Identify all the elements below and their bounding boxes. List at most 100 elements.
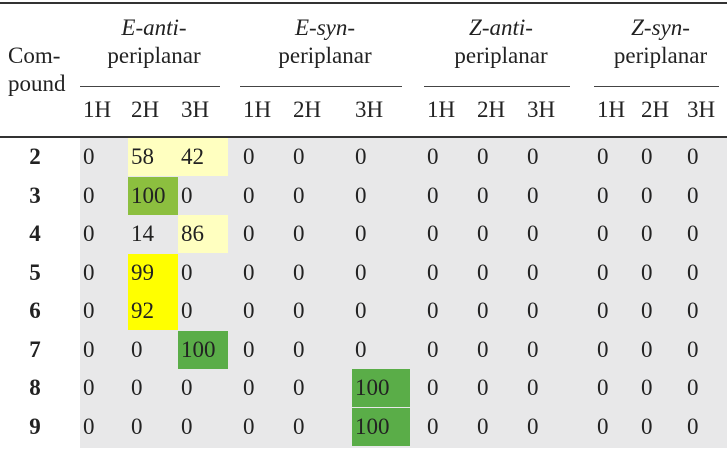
table-cell: 0 xyxy=(474,254,524,292)
subheader-cell: 1H xyxy=(597,96,625,124)
subheader-cell: 1H xyxy=(427,96,455,124)
cell-value: 0 xyxy=(527,375,539,400)
table-cell: 100 xyxy=(352,407,410,446)
table-cell: 0 xyxy=(594,408,638,446)
table-cell: 0 xyxy=(352,177,410,215)
cell-value: 0 xyxy=(293,144,305,169)
table-cell: 0 xyxy=(290,215,340,253)
compound-header: Com- pound xyxy=(8,42,66,98)
compound-id: 9 xyxy=(29,413,41,439)
stereo-label: E xyxy=(294,15,310,40)
cell-value: 0 xyxy=(427,413,439,439)
table-cell: 0 xyxy=(594,138,638,176)
table-cell: 0 xyxy=(684,254,727,292)
table-cell: 0 xyxy=(684,408,727,446)
table-cell: 0 xyxy=(352,138,410,176)
cell-value: 0 xyxy=(181,182,193,208)
cell-value: 0 xyxy=(597,182,609,208)
hyphen: - xyxy=(682,15,690,40)
table-cell: 0 xyxy=(524,408,574,446)
table-cell: 42 xyxy=(178,138,228,176)
table-cell: 0 xyxy=(290,254,340,292)
table-cell: 0 xyxy=(128,369,178,407)
cell-value: 0 xyxy=(597,259,609,285)
subheader-cell: 3H xyxy=(181,96,209,124)
table-cell: 0 xyxy=(424,408,474,446)
cell-value: 0 xyxy=(477,336,489,362)
table-cell: 0 xyxy=(524,369,574,407)
cell-value: 0 xyxy=(293,413,305,439)
cell-value: 0 xyxy=(597,221,609,246)
group-header-line1: Z-syn- xyxy=(594,14,727,42)
cell-value: 0 xyxy=(181,375,193,400)
cell-value: 0 xyxy=(355,336,367,362)
cell-value: 100 xyxy=(181,336,216,362)
subheader-cell: 3H xyxy=(355,96,383,124)
group-header-line1: Z-anti- xyxy=(424,14,578,42)
cell-value: 0 xyxy=(477,259,489,285)
subheader-text: 2H xyxy=(293,97,322,122)
cell-value: 0 xyxy=(427,144,439,169)
table-cell: 0 xyxy=(684,177,727,215)
cell-value: 0 xyxy=(355,182,367,208)
table-cell: 0 xyxy=(290,331,340,369)
cell-value: 0 xyxy=(427,182,439,208)
hyphen: - xyxy=(135,15,144,40)
table-cell: 0 xyxy=(424,254,474,292)
cell-value: 0 xyxy=(355,221,367,246)
cell-value: 0 xyxy=(293,298,305,323)
group-underline xyxy=(424,86,570,88)
table-cell: 0 xyxy=(474,369,524,407)
cell-value: 0 xyxy=(597,375,609,400)
hyphen: - xyxy=(347,15,356,40)
table-cell: 0 xyxy=(524,292,574,330)
cell-value: 0 xyxy=(597,298,609,323)
table-cell: 0 xyxy=(352,254,410,292)
compound-id: 2 xyxy=(29,144,41,169)
table-cell: 0 xyxy=(474,177,524,215)
table-cell: 0 xyxy=(424,292,474,330)
table-cell: 0 xyxy=(594,254,638,292)
subheader-cell: 3H xyxy=(687,96,715,124)
cell-value: 42 xyxy=(181,144,204,169)
cell-value: 0 xyxy=(527,413,539,439)
cell-value: 0 xyxy=(687,298,699,323)
subheader-text: 1H xyxy=(427,97,456,122)
hyphen: - xyxy=(525,15,533,40)
table-cell: 0 xyxy=(638,177,684,215)
table-cell: 0 xyxy=(684,292,727,330)
table-cell: 0 xyxy=(638,254,684,292)
table-cell: 0 xyxy=(128,331,178,369)
cell-value: 0 xyxy=(597,413,609,439)
cell-value: 0 xyxy=(243,298,255,323)
subheader-text: 2H xyxy=(641,97,670,122)
compound-id: 5 xyxy=(29,259,41,285)
stereo-label: Z xyxy=(469,15,482,40)
subheader-text: 3H xyxy=(355,97,384,122)
cell-value: 0 xyxy=(641,298,653,323)
table-cell: 0 xyxy=(474,408,524,446)
table-cell: 0 xyxy=(424,215,474,253)
table-cell: 0 xyxy=(684,331,727,369)
cell-value: 0 xyxy=(181,413,193,439)
table-cell: 0 xyxy=(80,292,128,330)
cell-value: 0 xyxy=(131,336,143,362)
table-cell: 0 xyxy=(240,254,290,292)
group-header-line2: periplanar xyxy=(107,43,201,68)
subheader-cell: 2H xyxy=(293,96,321,124)
table-cell: 0 xyxy=(240,331,290,369)
cell-value: 14 xyxy=(131,221,154,246)
table-cell: 0 xyxy=(240,138,290,176)
cell-value: 0 xyxy=(641,144,653,169)
table-cell: 0 xyxy=(352,331,410,369)
cell-value: 0 xyxy=(243,182,255,208)
group-underline xyxy=(80,86,220,88)
table-cell: 0 xyxy=(594,177,638,215)
table-cell: 0 xyxy=(80,254,128,292)
table-cell: 0 xyxy=(638,369,684,407)
stereo-label: Z xyxy=(631,15,644,40)
table-cell: 0 xyxy=(424,138,474,176)
group-header-line1: E-syn- xyxy=(240,14,410,42)
cell-value: 0 xyxy=(243,375,255,400)
cell-value: 0 xyxy=(293,182,305,208)
